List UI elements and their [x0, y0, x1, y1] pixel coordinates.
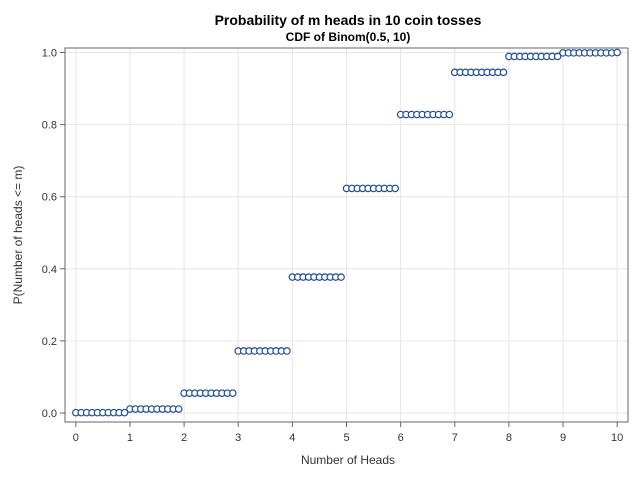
data-point [283, 347, 291, 355]
y-tick-label: 0.4 [42, 264, 57, 276]
x-tick-label: 6 [398, 432, 404, 444]
x-tick-label: 8 [506, 432, 512, 444]
data-point [337, 273, 345, 281]
data-point [229, 389, 237, 397]
data-point [174, 405, 183, 413]
y-axis-label: P(Number of heads <= m) [11, 166, 25, 305]
y-tick-label: 0.8 [42, 120, 57, 132]
x-tick-label: 9 [560, 432, 566, 444]
axes: 0 1 2 3 4 5 6 7 8 9 10 0.0 0.2 0.4 0.6 0.8 1.0 [42, 48, 624, 444]
y-tick-label: 0.6 [42, 192, 57, 204]
data-point [120, 408, 129, 417]
y-tick-label: 0.0 [42, 408, 57, 420]
data-point [391, 184, 400, 193]
y-tick-label: 0.2 [42, 336, 57, 348]
data-point [613, 48, 621, 57]
x-tick-label: 4 [289, 432, 295, 444]
data-point [499, 68, 508, 77]
y-tick-label: 1.0 [42, 48, 57, 60]
x-tick-label: 0 [73, 432, 79, 444]
x-axis-label: Number of Heads [301, 453, 395, 467]
data-point [553, 52, 562, 61]
x-tick-label: 3 [235, 432, 241, 444]
x-tick-label: 5 [343, 432, 349, 444]
data-points [72, 48, 621, 417]
data-point [445, 110, 454, 119]
x-tick-label: 10 [611, 432, 623, 444]
x-tick-label: 1 [127, 432, 133, 444]
chart-title: Probability of m heads in 10 coin tosses [215, 12, 482, 28]
x-tick-label: 7 [452, 432, 458, 444]
grid [65, 48, 628, 422]
x-tick-label: 2 [181, 432, 187, 444]
chart-subtitle: CDF of Binom(0.5, 10) [286, 30, 411, 44]
